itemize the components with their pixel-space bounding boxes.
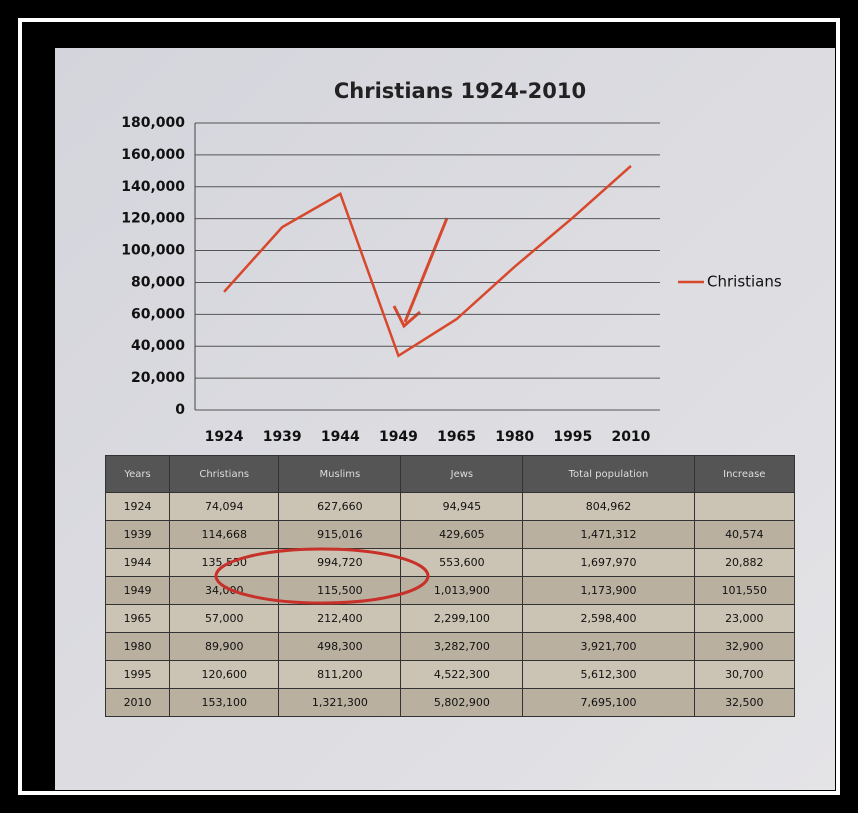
table-cell: 1949: [104, 576, 171, 605]
table-cell: 115,500: [278, 576, 402, 605]
table-cell: 30,700: [693, 660, 796, 689]
y-tick-label: 80,000: [131, 274, 185, 290]
table-cell: 1,013,900: [400, 576, 524, 605]
table-cell: 994,720: [278, 548, 402, 577]
table-cell: 114,668: [169, 520, 280, 549]
annotation-arrow: [392, 217, 449, 329]
table-cell: 1939: [104, 520, 171, 549]
chart-title: Christians 1924-2010: [334, 79, 586, 103]
x-tick-label: 1944: [321, 429, 360, 445]
table-cell: [693, 492, 796, 521]
x-tick-label: 1995: [553, 429, 592, 445]
x-tick-label: 2010: [611, 429, 650, 445]
table-cell: 120,600: [169, 660, 280, 689]
table-cell: 3,921,700: [522, 632, 695, 661]
table-cell: 89,900: [169, 632, 280, 661]
table-cell: 627,660: [278, 492, 402, 521]
table-cell: 135,550: [169, 548, 280, 577]
y-tick-label: 20,000: [131, 370, 185, 386]
table-cell: 429,605: [400, 520, 524, 549]
table-cell: 1,321,300: [278, 688, 402, 717]
table-cell: 153,100: [169, 688, 280, 717]
x-tick-label: 1924: [205, 429, 244, 445]
table-cell: 2,299,100: [400, 604, 524, 633]
y-tick-label: 120,000: [121, 211, 185, 227]
legend-label: Christians: [707, 273, 782, 291]
table-cell: 74,094: [169, 492, 280, 521]
table-row: 1944 135,550 994,720 553,600 1,697,970 20,882: [104, 548, 796, 577]
y-tick-label: 0: [175, 402, 185, 418]
data-table: Years Christians Muslims Jews Total populati…: [104, 455, 796, 717]
table-cell: 20,882: [693, 548, 796, 577]
table-row: 1924 74,094 627,660 94,945 804,962: [104, 492, 796, 521]
table-cell: 1995: [104, 660, 171, 689]
table-row: 1965 57,000 212,400 2,299,100 2,598,400 23,00…: [104, 604, 796, 633]
table-cell: 23,000: [693, 604, 796, 633]
table-cell: 915,016: [278, 520, 402, 549]
table-row: 1939 114,668 915,016 429,605 1,471,312 40,574: [104, 520, 796, 549]
table-cell: 7,695,100: [522, 688, 695, 717]
x-tick-label: 1965: [437, 429, 476, 445]
table-cell: 1944: [104, 548, 171, 577]
table-cell: 498,300: [278, 632, 402, 661]
table-cell: 57,000: [169, 604, 280, 633]
header-cell: Jews: [400, 455, 524, 493]
x-tick-label: 1980: [495, 429, 534, 445]
table-row: 1980 89,900 498,300 3,282,700 3,921,700 32,90…: [104, 632, 796, 661]
table-cell: 4,522,300: [400, 660, 524, 689]
y-tick-label: 60,000: [131, 306, 185, 322]
table-cell: 40,574: [693, 520, 796, 549]
table-cell: 94,945: [400, 492, 524, 521]
table-cell: 32,500: [693, 688, 796, 717]
table-cell: 1980: [104, 632, 171, 661]
table-cell: 101,550: [693, 576, 796, 605]
header-cell: Muslims: [278, 455, 402, 493]
table-cell: 3,282,700: [400, 632, 524, 661]
table-cell: 2010: [104, 688, 171, 717]
table-cell: 34,000: [169, 576, 280, 605]
table-row: 2010 153,100 1,321,300 5,802,900 7,695,100 32…: [104, 688, 796, 717]
y-tick-label: 40,000: [131, 338, 185, 354]
table-row: 1949 34,000 115,500 1,013,900 1,173,900 101,5…: [104, 576, 796, 605]
header-cell: Increase: [693, 455, 796, 493]
frame: [18, 18, 840, 795]
header-cell: Total population: [522, 455, 695, 493]
series-line: [223, 164, 632, 358]
table-cell: 1965: [104, 604, 171, 633]
table-cell: 811,200: [278, 660, 402, 689]
table-cell: 1,173,900: [522, 576, 695, 605]
table-cell: 212,400: [278, 604, 402, 633]
table-row: 1995 120,600 811,200 4,522,300 5,612,300 30,7…: [104, 660, 796, 689]
y-tick-label: 100,000: [121, 243, 185, 259]
y-tick-label: 140,000: [121, 179, 185, 195]
y-tick-label: 180,000: [121, 115, 185, 131]
table-cell: 5,612,300: [522, 660, 695, 689]
header-cell: Years: [104, 455, 171, 493]
table-cell: 1924: [104, 492, 171, 521]
table-cell: 5,802,900: [400, 688, 524, 717]
table-cell: 804,962: [522, 492, 695, 521]
header-cell: Christians: [169, 455, 280, 493]
table-cell: 553,600: [400, 548, 524, 577]
x-tick-label: 1949: [379, 429, 418, 445]
x-tick-label: 1939: [263, 429, 302, 445]
table-cell: 2,598,400: [522, 604, 695, 633]
y-tick-label: 160,000: [121, 147, 185, 163]
table-cell: 32,900: [693, 632, 796, 661]
table-cell: 1,697,970: [522, 548, 695, 577]
header-row: Years Christians Muslims Jews Total populati…: [104, 455, 796, 493]
table-cell: 1,471,312: [522, 520, 695, 549]
